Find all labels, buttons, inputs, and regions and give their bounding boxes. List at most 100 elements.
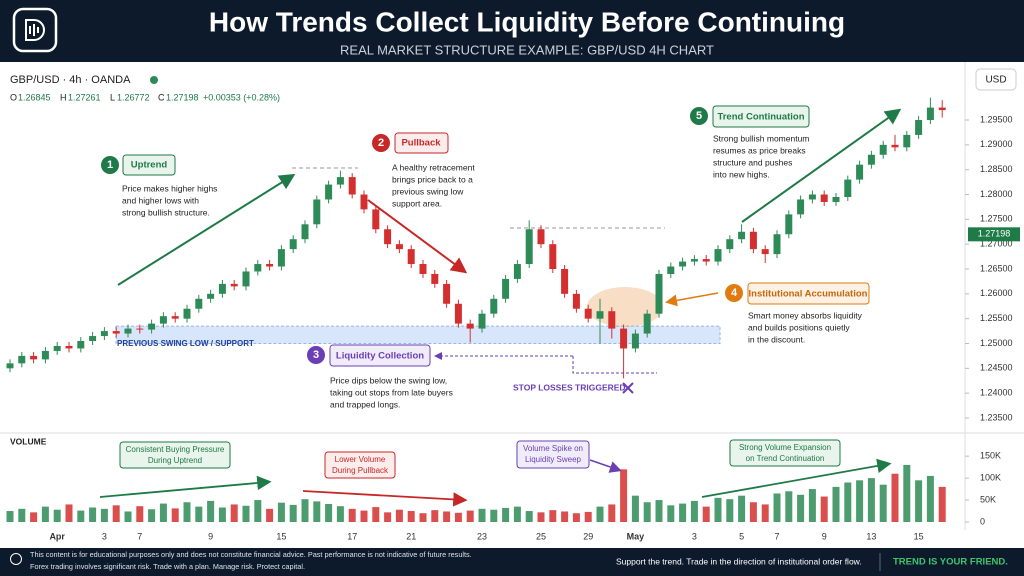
- annotation-box: [122, 154, 176, 176]
- note-text: on Trend Continuation: [746, 454, 825, 463]
- volume-tick-label: 150K: [980, 451, 1001, 461]
- annotation-text: structure and pushes: [713, 157, 792, 167]
- currency-button[interactable]: [975, 68, 1017, 91]
- candle-body: [785, 214, 793, 235]
- annotation-text: Strong bullish momentum: [713, 133, 809, 143]
- x-tick-label: 13: [866, 531, 876, 541]
- volume-bar: [572, 513, 580, 522]
- volume-bar: [525, 511, 533, 522]
- disclaimer: Forex trading involves significant risk.…: [30, 562, 305, 571]
- pullback-arrow: [367, 199, 468, 274]
- annotation-title: Uptrend: [131, 160, 168, 171]
- volume-bar: [65, 504, 73, 522]
- badge: [725, 284, 743, 302]
- volume-bar: [230, 504, 238, 522]
- title: How Trends Collect Liquidity Before Cont…: [209, 6, 845, 37]
- volume-bar: [773, 493, 781, 522]
- volume-bar: [159, 503, 167, 522]
- x-tick-label: 3: [102, 531, 107, 541]
- candle-body: [183, 308, 191, 319]
- volume-bar: [41, 506, 49, 522]
- y-tick-label: 1.26500: [980, 263, 1013, 273]
- volume-bar: [336, 506, 344, 522]
- volume-note: Consistent Buying Pressure During Uptren…: [119, 439, 841, 479]
- annotation-title: Liquidity Collection: [336, 351, 424, 362]
- candle-body: [395, 244, 403, 250]
- badge-number: 3: [313, 349, 319, 361]
- support-label: PREVIOUS SWING LOW / SUPPORT: [117, 339, 254, 348]
- y-tick-label: 1.26000: [980, 288, 1013, 298]
- candle-body: [443, 283, 451, 304]
- candle-body: [738, 231, 746, 240]
- volume-bar: [702, 506, 710, 522]
- volume-bar: [820, 496, 828, 522]
- volume-bar: [490, 509, 498, 522]
- candle-body: [478, 313, 486, 329]
- candle-body: [336, 177, 344, 185]
- volume-bar: [148, 509, 156, 522]
- volume-bar: [608, 504, 616, 522]
- note-box: [119, 441, 231, 469]
- volume-bar: [738, 495, 746, 522]
- candle-body: [148, 323, 156, 330]
- volume-bar: [183, 502, 191, 522]
- note-text: Liquidity Sweep: [525, 455, 582, 464]
- candle-body: [513, 264, 521, 279]
- badge: [307, 346, 325, 364]
- annotation-title: Trend Continuation: [717, 112, 804, 123]
- note-box: [516, 440, 590, 469]
- stop-mark: [622, 382, 634, 394]
- volume-bar: [832, 486, 840, 522]
- candle-body: [915, 120, 923, 135]
- volume-bar: [620, 469, 628, 522]
- candle-body: [230, 283, 238, 287]
- candle-body: [856, 164, 864, 180]
- candle-body: [325, 184, 333, 200]
- candle-body: [537, 229, 545, 245]
- candle-body: [608, 311, 616, 329]
- candle-body: [348, 177, 356, 195]
- ohlc-value: 1.26845: [18, 92, 51, 102]
- volume-bar: [395, 509, 403, 522]
- last-price-tag: [968, 227, 1020, 242]
- ohlc-value: 1.26772: [117, 92, 150, 102]
- badge: [101, 156, 119, 174]
- volume-bar: [679, 503, 687, 522]
- x-tick-label: 23: [477, 531, 487, 541]
- candle-body: [797, 199, 805, 215]
- annotation-text: Smart money absorbs liquidity: [748, 310, 863, 320]
- y-tick-label: 1.24000: [980, 388, 1013, 398]
- candle-body: [926, 107, 934, 121]
- volume-bar: [100, 508, 108, 522]
- subtitle: REAL MARKET STRUCTURE EXAMPLE: GBP/USD 4…: [340, 42, 714, 57]
- note-text: Lower Volume: [335, 455, 386, 464]
- x-tick-label: Apr: [49, 531, 65, 541]
- candle-body: [53, 345, 61, 351]
- volume-bar: [431, 510, 439, 522]
- volume-arrow: [701, 458, 892, 498]
- candle-body: [938, 107, 946, 111]
- y-tick-label: 1.25500: [980, 313, 1013, 323]
- badge-number: 1: [107, 159, 113, 171]
- support-zone: [115, 325, 721, 344]
- x-tick-label: 15: [914, 531, 924, 541]
- volume-bar: [218, 507, 226, 522]
- candle-body: [6, 363, 14, 369]
- volume-bar: [867, 478, 875, 522]
- candle-body: [372, 209, 380, 230]
- annotation-text: and trapped longs.: [330, 399, 400, 409]
- badge-number: 4: [731, 287, 738, 299]
- volume-bar: [325, 504, 333, 522]
- currency[interactable]: USD: [985, 75, 1006, 86]
- annotation-text: into new highs.: [713, 169, 770, 179]
- motto: Support the trend. Trade in the directio…: [616, 556, 862, 566]
- volume-bar: [53, 509, 61, 522]
- volume-bar: [407, 511, 415, 522]
- volume-bar: [631, 495, 639, 522]
- volume-bar: [454, 512, 462, 522]
- candle-body: [584, 308, 592, 319]
- volume-bar: [549, 510, 557, 522]
- annotation: 4 Institutional Accumulation Smart money…: [725, 282, 870, 344]
- volume-bar: [761, 504, 769, 522]
- annotation-title: Pullback: [401, 138, 441, 149]
